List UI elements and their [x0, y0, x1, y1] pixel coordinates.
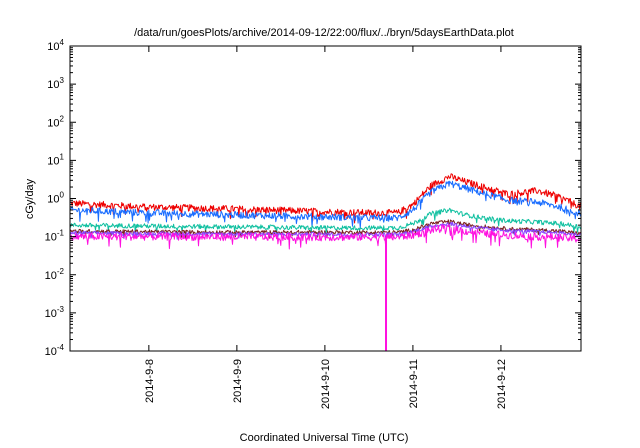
x-tick: 2014-9-12 [496, 46, 508, 409]
series-layer [69, 173, 582, 351]
y-tick: 103 [47, 76, 581, 91]
x-tick: 2014-9-9 [232, 46, 244, 403]
series-line-2 [69, 180, 582, 229]
y-tick-label: 101 [47, 152, 64, 167]
x-tick-label: 2014-9-9 [232, 359, 244, 403]
x-tick-label: 2014-9-11 [408, 359, 420, 408]
axis-layer: 10-4 10-3 10-2 10-1 100 101 102 103 104 2014-9-8 2… [45, 38, 581, 409]
y-tick: 101 [47, 152, 581, 167]
y-tick: 10-3 [45, 305, 581, 320]
y-tick: 102 [47, 114, 581, 129]
y-tick-label: 10-4 [45, 343, 65, 358]
x-tick: 2014-9-11 [408, 46, 420, 408]
y-tick: 100 [47, 191, 581, 206]
y-tick: 10-1 [45, 229, 581, 244]
x-tick-label: 2014-9-10 [320, 359, 332, 409]
y-tick-label: 102 [47, 114, 64, 129]
series-line-5 [69, 221, 582, 240]
x-axis-label: Coordinated Universal Time (UTC) [240, 432, 409, 444]
y-tick-label: 10-2 [45, 267, 65, 282]
series-line-1 [69, 173, 582, 224]
y-tick-label: 103 [47, 76, 64, 91]
y-tick-label: 100 [47, 191, 64, 206]
y-tick-label: 104 [47, 38, 64, 53]
y-tick-label: 10-1 [45, 229, 65, 244]
x-tick-label: 2014-9-8 [144, 359, 156, 403]
series-line-6 [69, 223, 582, 250]
x-tick: 2014-9-8 [144, 46, 156, 403]
x-tick-label: 2014-9-12 [496, 359, 508, 409]
x-tick: 2014-9-10 [320, 46, 332, 409]
plot-frame [69, 45, 582, 352]
series-line-3 [69, 207, 582, 234]
y-axis-label: cGy/day [24, 178, 36, 219]
chart-title: /data/run/goesPlots/archive/2014-09-12/2… [134, 27, 514, 39]
y-tick: 10-2 [45, 267, 581, 282]
y-tick-label: 10-3 [45, 305, 65, 320]
